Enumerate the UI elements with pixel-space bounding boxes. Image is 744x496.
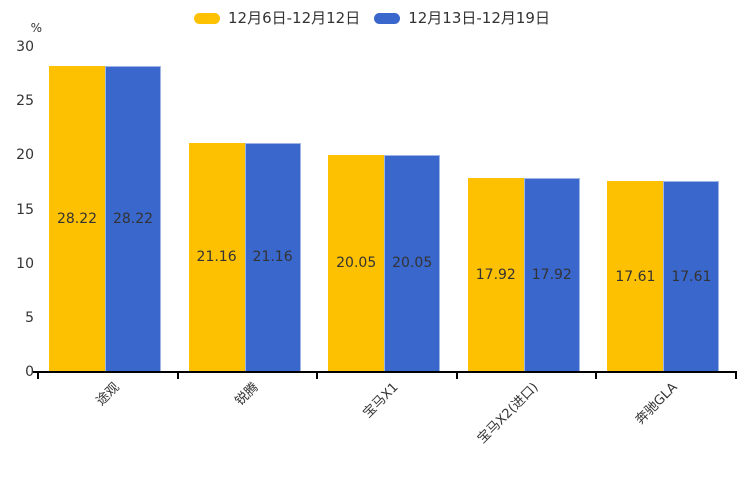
bar[interactable]: 20.05 xyxy=(328,154,385,372)
bar[interactable]: 17.61 xyxy=(663,181,720,372)
bar[interactable]: 17.61 xyxy=(607,181,664,372)
x-axis-tick-mark xyxy=(316,372,319,379)
x-axis-tick-mark xyxy=(735,372,737,379)
legend-swatch-icon xyxy=(374,12,401,24)
legend-item[interactable]: 12月13日-12月19日 xyxy=(374,9,550,27)
bar-value-label: 17.61 xyxy=(671,268,712,285)
bar-value-label: 17.92 xyxy=(531,266,572,283)
bar-value-label: 28.22 xyxy=(56,211,98,228)
legend: 12月6日-12月12日 12月13日-12月19日 xyxy=(0,9,744,27)
legend-item[interactable]: 12月6日-12月12日 xyxy=(194,9,360,27)
bar[interactable]: 20.05 xyxy=(384,154,441,372)
x-axis-tick-mark xyxy=(595,372,598,379)
bar-value-label: 20.05 xyxy=(336,255,377,272)
bar-value-label: 21.16 xyxy=(252,249,293,266)
bar[interactable]: 21.16 xyxy=(244,142,301,372)
x-axis-tick-mark xyxy=(37,372,39,379)
bar[interactable]: 17.92 xyxy=(467,177,524,372)
bar-value-label: 17.92 xyxy=(475,266,516,283)
x-axis-line xyxy=(33,371,737,373)
y-axis-tick-label: 30 xyxy=(16,39,34,55)
bar-value-label: 21.16 xyxy=(196,249,237,266)
bar-value-label: 20.05 xyxy=(392,255,433,272)
bar-value-label: 28.22 xyxy=(112,211,154,228)
y-axis-unit-label: % xyxy=(30,21,42,35)
y-axis-tick-label: 15 xyxy=(16,201,34,218)
x-axis-tick-mark xyxy=(176,372,179,379)
x-axis-tick-mark xyxy=(455,372,458,379)
bar-value-label: 17.61 xyxy=(615,268,656,285)
bar[interactable]: 17.92 xyxy=(523,177,580,372)
legend-item-label: 12月13日-12月19日 xyxy=(408,9,550,27)
bar[interactable]: 21.16 xyxy=(188,142,245,372)
bar[interactable]: 28.22 xyxy=(105,66,161,372)
y-axis-tick-label: 5 xyxy=(25,309,34,326)
y-axis-tick-label: 10 xyxy=(16,255,34,272)
bar[interactable]: 28.22 xyxy=(49,66,105,372)
y-axis-tick-label: 20 xyxy=(16,147,34,164)
legend-item-label: 12月6日-12月12日 xyxy=(228,9,361,27)
y-axis-tick-label: 25 xyxy=(16,93,34,110)
y-axis-tick-label: 0 xyxy=(25,364,34,380)
legend-swatch-icon xyxy=(194,12,220,24)
